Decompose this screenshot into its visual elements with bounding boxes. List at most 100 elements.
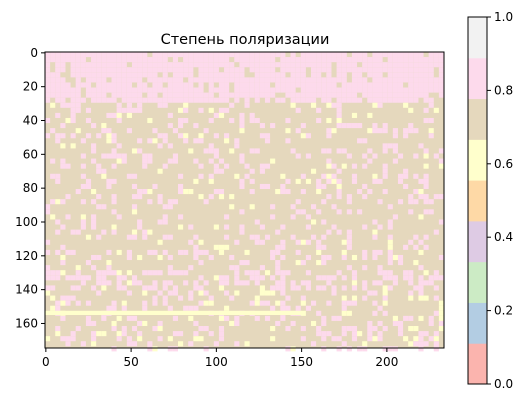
heatmap-cell	[377, 305, 383, 311]
heatmap-cell	[275, 52, 281, 58]
heatmap-cell	[387, 234, 393, 240]
heatmap-cell	[270, 123, 276, 129]
heatmap-cell	[254, 57, 260, 63]
colorbar-band	[468, 98, 487, 140]
heatmap-cell	[351, 72, 358, 78]
heatmap-cell	[183, 57, 189, 63]
heatmap-cell	[387, 260, 393, 266]
heatmap-cell	[224, 305, 230, 311]
heatmap-cell	[423, 295, 429, 301]
heatmap-cell	[351, 326, 358, 332]
heatmap-cell	[295, 82, 301, 88]
heatmap-cell	[367, 158, 373, 164]
heatmap-cell	[157, 77, 163, 83]
heatmap-cell	[162, 204, 168, 210]
heatmap-cell	[341, 310, 347, 316]
heatmap-cell	[198, 82, 204, 88]
heatmap-cell	[413, 173, 419, 179]
heatmap-cell	[239, 52, 245, 58]
heatmap-cell	[50, 57, 56, 63]
heatmap-cell	[377, 178, 383, 184]
heatmap-cell	[362, 92, 368, 98]
heatmap-cell	[249, 168, 255, 174]
heatmap-cell	[367, 128, 373, 134]
heatmap-cell	[70, 285, 76, 291]
heatmap-cell	[137, 138, 143, 144]
heatmap-cell	[55, 87, 61, 93]
heatmap-cell	[326, 97, 332, 103]
heatmap-cell	[137, 107, 143, 113]
heatmap-cell	[70, 117, 76, 124]
heatmap-cell	[377, 280, 383, 286]
heatmap-cell	[357, 331, 363, 337]
heatmap-cell	[311, 92, 317, 98]
heatmap-cell	[106, 133, 112, 139]
heatmap-cell	[362, 163, 368, 169]
heatmap-cell	[290, 52, 296, 58]
heatmap-cell	[65, 194, 71, 200]
heatmap-cell	[50, 128, 56, 134]
heatmap-cell	[326, 254, 332, 261]
heatmap-cell	[244, 97, 250, 103]
heatmap-cell	[408, 82, 414, 88]
heatmap-cell	[193, 320, 199, 327]
heatmap-cell	[193, 244, 199, 250]
heatmap-cell	[85, 300, 92, 306]
heatmap-cell	[372, 280, 378, 286]
heatmap-cell	[111, 199, 117, 205]
heatmap-cell	[408, 92, 414, 98]
heatmap-cell	[275, 87, 281, 93]
heatmap-cell	[213, 148, 219, 154]
x-tick-label: 0	[42, 355, 50, 369]
heatmap-cell	[131, 204, 138, 210]
heatmap-cell	[362, 77, 368, 83]
heatmap-cell	[418, 341, 424, 347]
heatmap-cell	[208, 52, 214, 58]
heatmap-cell	[362, 280, 368, 286]
heatmap-cell	[418, 290, 424, 296]
heatmap-cell	[121, 331, 127, 337]
heatmap-cell	[433, 310, 439, 316]
heatmap-cell	[377, 270, 383, 276]
heatmap-cell	[131, 173, 138, 179]
heatmap-cell	[311, 77, 317, 83]
heatmap-cell	[321, 97, 327, 103]
heatmap-cell	[188, 290, 194, 296]
heatmap-cell	[106, 249, 112, 255]
heatmap-cell	[367, 290, 373, 296]
heatmap-cell	[167, 204, 173, 210]
heatmap-cell	[290, 57, 296, 63]
heatmap-cell	[45, 97, 51, 103]
heatmap-cell	[413, 199, 419, 205]
heatmap-cell	[295, 239, 301, 245]
heatmap-cell	[408, 341, 414, 347]
heatmap-cell	[418, 214, 424, 220]
heatmap-cell	[275, 249, 281, 255]
heatmap-cell	[270, 67, 276, 73]
heatmap-cell	[116, 72, 122, 78]
chart-title: Степень поляризации	[161, 32, 330, 48]
heatmap-cell	[121, 153, 127, 159]
heatmap-cell	[126, 52, 132, 58]
heatmap-cell	[213, 97, 219, 103]
heatmap-cell	[183, 133, 189, 139]
heatmap-cell	[387, 275, 393, 281]
heatmap-cell	[96, 290, 102, 296]
heatmap-cell	[183, 102, 189, 108]
colorbar-axis: 0.00.20.40.60.81.0	[487, 10, 513, 391]
heatmap-cell	[157, 62, 163, 68]
heatmap-cell	[316, 72, 322, 78]
heatmap-cell	[367, 97, 373, 103]
heatmap-cell	[311, 52, 317, 58]
heatmap-cell	[264, 133, 271, 139]
heatmap-cell	[147, 117, 153, 124]
heatmap-cell	[387, 82, 393, 88]
heatmap-cell	[91, 72, 97, 78]
heatmap-cell	[326, 331, 332, 337]
heatmap-cell	[372, 173, 378, 179]
heatmap-cell	[311, 57, 317, 63]
heatmap-cell	[121, 158, 127, 164]
heatmap-cell	[70, 133, 76, 139]
heatmap-cell	[96, 270, 102, 276]
heatmap-cell	[60, 163, 66, 169]
